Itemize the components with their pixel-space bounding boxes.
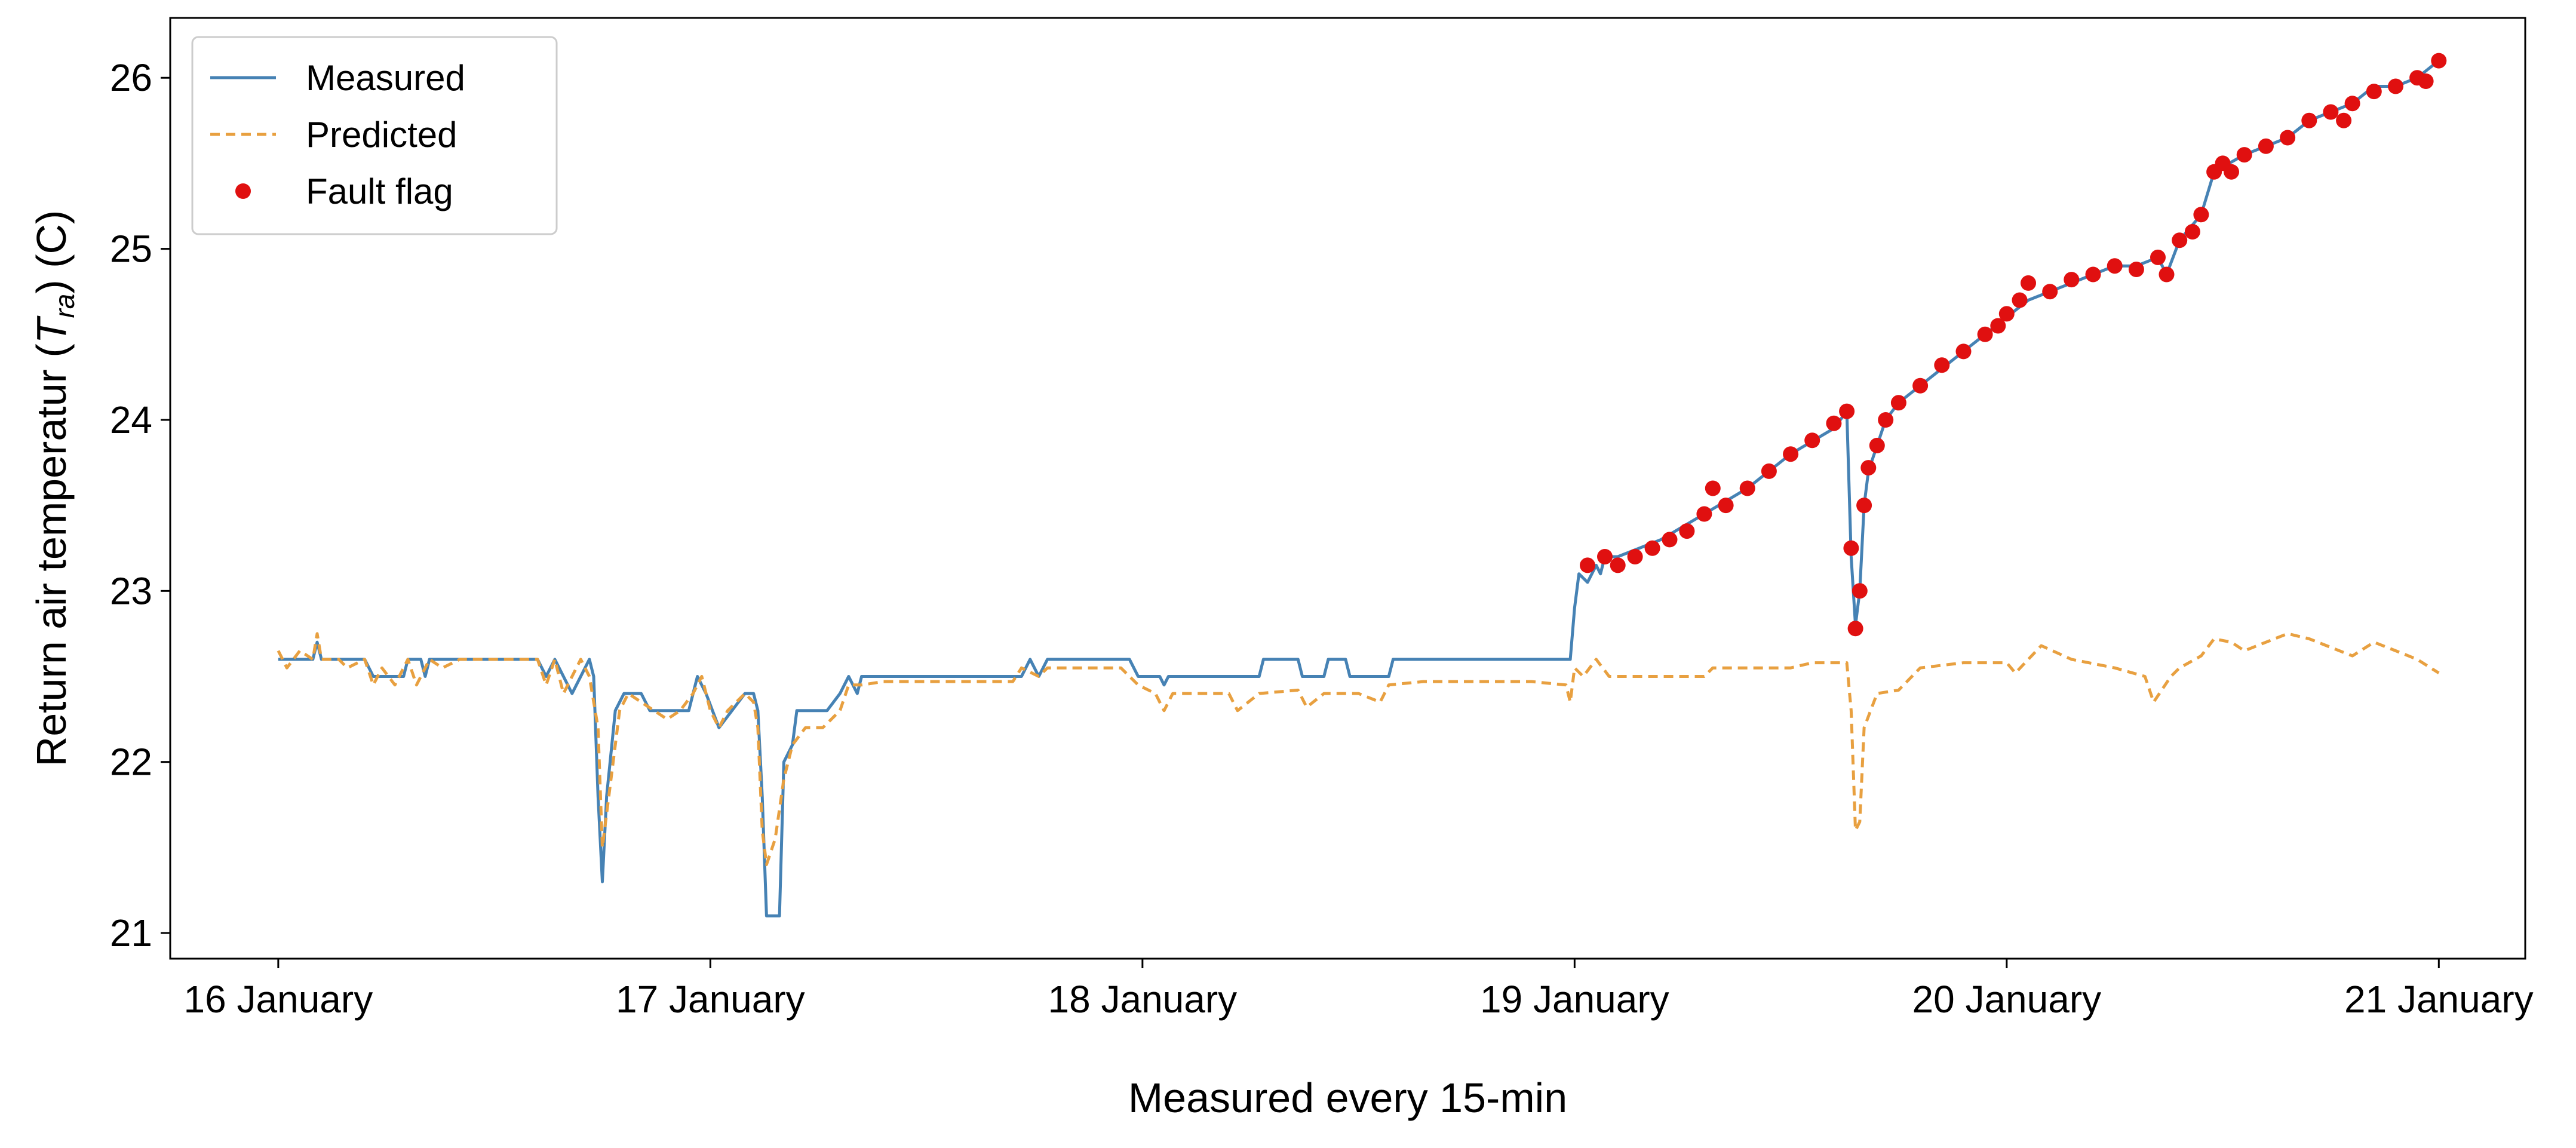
fault-flag-point — [2128, 262, 2144, 277]
fault-flag-point — [1869, 437, 1885, 453]
y-tick-label: 25 — [110, 228, 152, 271]
fault-flag-point — [1826, 415, 1842, 431]
fault-flag-point — [1662, 532, 1678, 548]
fault-flag-point — [2184, 224, 2200, 240]
fault-flag-point — [1839, 403, 1855, 419]
legend-marker-fault-flag — [235, 183, 251, 199]
fault-flag-point — [2064, 272, 2080, 288]
fault-flag-point — [2236, 147, 2252, 163]
y-axis-label-suffix: ) (C) — [28, 210, 75, 294]
fault-flag-point — [2366, 84, 2382, 100]
fault-flag-point — [2012, 292, 2028, 308]
fault-flag-point — [1696, 506, 1712, 522]
fault-flag-point — [2323, 104, 2339, 120]
fault-flag-point — [1998, 306, 2015, 322]
fault-flag-point — [1856, 498, 1872, 514]
x-tick-label: 19 January — [1480, 978, 1669, 1021]
fault-flag-point — [1718, 498, 1734, 514]
y-tick-label: 24 — [110, 398, 152, 441]
series-fault-flag — [1580, 53, 2447, 637]
fault-flag-point — [2042, 284, 2058, 300]
fault-flag-point — [2388, 78, 2403, 94]
y-tick-label: 26 — [110, 56, 152, 99]
x-tick-label: 21 January — [2344, 978, 2534, 1021]
plot-area — [277, 53, 2447, 917]
y-axis-label-variable: T — [28, 315, 75, 343]
fault-flag-point — [1912, 377, 1929, 394]
fault-flag-point — [1934, 357, 1950, 373]
fault-flag-point — [1843, 540, 1859, 556]
fault-flag-point — [1679, 523, 1695, 539]
fault-flag-point — [1627, 549, 1643, 564]
fault-flag-point — [1990, 318, 2006, 334]
legend-box — [191, 36, 558, 235]
fault-flag-point — [1783, 446, 1799, 462]
fault-flag-point — [2107, 258, 2123, 274]
fault-flag-point — [2085, 266, 2101, 283]
x-tick-label: 17 January — [616, 978, 805, 1021]
x-axis-label: Measured every 15-min — [1128, 1075, 1567, 1121]
fault-flag-point — [2021, 275, 2036, 291]
fault-flag-point — [1890, 395, 1906, 411]
fault-flag-point — [2418, 73, 2434, 89]
legend: Measured Predicted Fault flag — [191, 36, 558, 235]
fault-flag-point — [2431, 53, 2447, 69]
fault-flag-point — [2159, 266, 2175, 283]
fault-flag-point — [1739, 480, 1755, 496]
legend-label-measured: Measured — [306, 58, 465, 98]
fault-flag-point — [1761, 463, 1777, 479]
fault-flag-point — [1847, 621, 1863, 637]
fault-flag-point — [2224, 164, 2239, 180]
fault-flag-point — [2336, 112, 2352, 128]
x-tick-label: 18 January — [1048, 978, 1238, 1021]
fault-flag-point — [2172, 232, 2188, 248]
fault-flag-point — [2344, 96, 2360, 112]
fault-flag-point — [1977, 326, 1993, 342]
fault-flag-point — [2150, 249, 2166, 265]
x-tick-label: 16 January — [184, 978, 373, 1021]
fault-flag-point — [1878, 412, 1894, 428]
fault-flag-point — [1955, 343, 1972, 360]
plot-frame — [169, 17, 2526, 960]
y-tick-label: 21 — [110, 911, 152, 954]
fault-flag-point — [1580, 557, 1595, 573]
fault-flag-point — [1860, 460, 1877, 476]
fault-flag-point — [2258, 138, 2274, 154]
fault-flag-point — [1705, 480, 1721, 496]
fault-flag-point — [2193, 207, 2209, 223]
series-line-predicted — [277, 632, 2440, 866]
fault-flag-point — [1597, 549, 1613, 564]
axes: 16 January 17 January 18 January 19 January… — [28, 17, 2534, 1121]
fault-flag-point — [2301, 112, 2317, 128]
y-axis-label-subscript: ra — [49, 294, 80, 318]
fault-flag-point — [2280, 130, 2296, 146]
legend-label-predicted: Predicted — [306, 115, 457, 155]
fault-flag-point — [1804, 432, 1820, 449]
y-tick-label: 22 — [110, 741, 152, 784]
y-tick-label: 23 — [110, 569, 152, 612]
fault-flag-point — [1644, 540, 1660, 556]
y-axis-label-prefix: Return air temperatur ( — [28, 343, 75, 766]
fault-flag-point — [1852, 583, 1868, 599]
fault-flag-point — [1610, 557, 1626, 573]
y-axis-label: Return air temperatur (Tra) (C) — [28, 210, 80, 767]
legend-label-fault-flag: Fault flag — [306, 171, 453, 211]
x-tick-label: 20 January — [1912, 978, 2101, 1021]
